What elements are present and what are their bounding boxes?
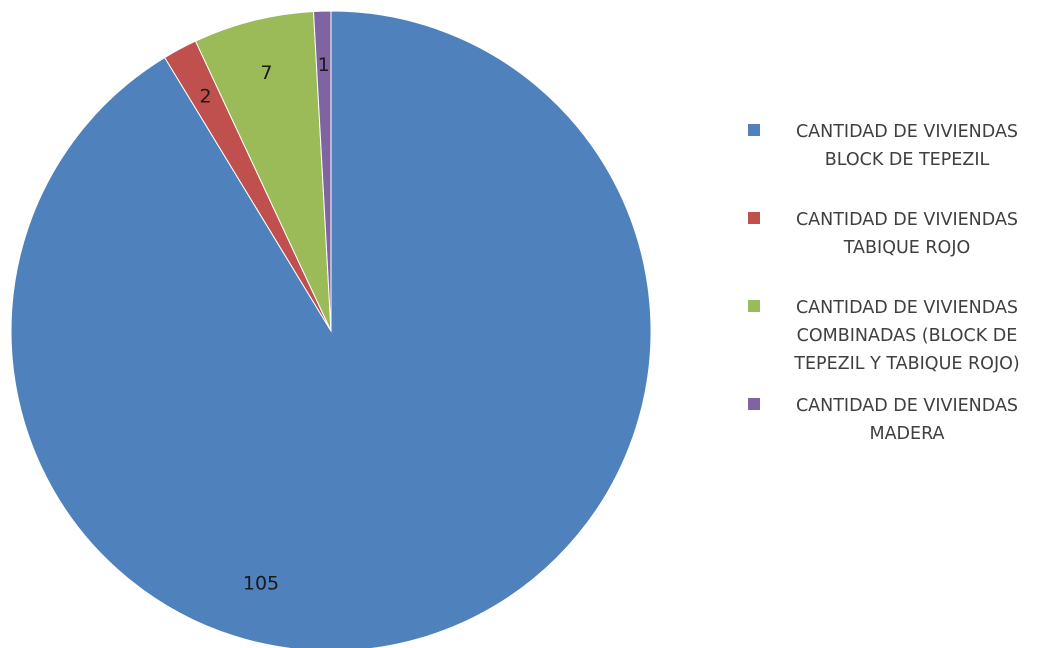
legend-swatch-madera [748,398,760,410]
legend-swatch-combinadas [748,300,760,312]
legend-item-tabique-rojo: CANTIDAD DE VIVIENDAS TABIQUE ROJO [748,206,1052,262]
legend-item-block-de-tepezil: CANTIDAD DE VIVIENDAS BLOCK DE TEPEZIL [748,118,1052,174]
legend-label-madera: CANTIDAD DE VIVIENDAS MADERA [795,396,1019,444]
legend-item-madera: CANTIDAD DE VIVIENDAS MADERA [748,392,1052,448]
legend-swatch-block-de-tepezil [748,124,760,136]
legend-swatch-tabique-rojo [748,212,760,224]
pie-slice-combinadas [194,10,332,332]
pie-data-labels: 105 2 7 1 [200,54,330,594]
legend-item-combinadas: CANTIDAD DE VIVIENDAS COMBINADAS (BLOCK … [748,294,1052,378]
legend-label-combinadas: CANTIDAD DE VIVIENDAS COMBINADAS (BLOCK … [794,298,1020,374]
pie-data-label-madera: 1 [318,54,330,76]
legend-label-block-de-tepezil: CANTIDAD DE VIVIENDAS BLOCK DE TEPEZIL [795,122,1019,170]
legend: CANTIDAD DE VIVIENDAS BLOCK DE TEPEZIL C… [748,118,1052,480]
pie-slice-madera [313,10,332,332]
pie-slices [10,10,652,648]
pie-data-label-tabique-rojo: 2 [200,85,212,107]
legend-label-tabique-rojo: CANTIDAD DE VIVIENDAS TABIQUE ROJO [795,210,1019,258]
pie-data-label-block-de-tepezil: 105 [243,572,279,594]
pie-data-label-combinadas: 7 [260,62,272,84]
